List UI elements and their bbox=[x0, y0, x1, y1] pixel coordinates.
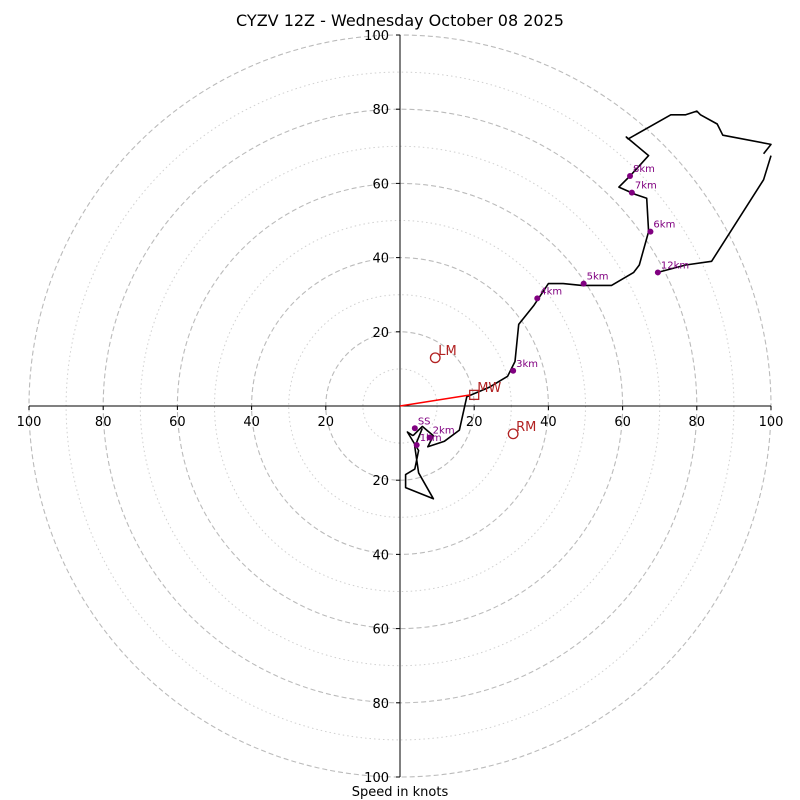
x-tick-label: 80 bbox=[95, 415, 112, 430]
y-tick-label: 80 bbox=[372, 103, 389, 118]
storm-motion-label: MW bbox=[477, 381, 501, 396]
storm-motion-markers: LM RM MW bbox=[429, 344, 536, 440]
shear-vector-line bbox=[399, 394, 471, 407]
height-marker-dot bbox=[426, 434, 433, 441]
wind-traces bbox=[404, 110, 772, 500]
height-marker-label: 12km bbox=[661, 260, 689, 271]
y-tick-label: 60 bbox=[372, 177, 389, 192]
height-marker-label: 3km bbox=[516, 359, 538, 370]
y-tick-label: 20 bbox=[372, 326, 389, 341]
height-marker-dot bbox=[627, 172, 634, 179]
storm-motion-marker bbox=[507, 428, 519, 440]
y-tick-label: 40 bbox=[372, 252, 389, 267]
shear-vector bbox=[399, 394, 471, 407]
height-marker-dot bbox=[413, 441, 420, 448]
x-tick-label: 100 bbox=[17, 415, 42, 430]
height-marker-dot bbox=[411, 425, 418, 432]
x-tick-label: 40 bbox=[540, 415, 557, 430]
hodograph-trace-upper bbox=[412, 110, 772, 448]
x-tick-label: 20 bbox=[318, 415, 335, 430]
height-marker-dot bbox=[534, 295, 541, 302]
storm-motion-label: RM bbox=[516, 420, 536, 435]
height-marker-dot bbox=[647, 228, 654, 235]
x-tick-label: 80 bbox=[689, 415, 706, 430]
height-marker-label: 4km bbox=[540, 286, 562, 297]
height-marker-label: 2km bbox=[433, 426, 455, 437]
x-tick-label: 40 bbox=[243, 415, 260, 430]
height-marker-dot bbox=[580, 280, 587, 287]
height-marker-label: 8km bbox=[633, 164, 655, 175]
chart-title: CYZV 12Z - Wednesday October 08 2025 bbox=[236, 11, 564, 30]
x-tick-label: 20 bbox=[466, 415, 483, 430]
y-tick-label: 80 bbox=[372, 697, 389, 712]
tick-labels: 100 80 60 40 20 20 40 60 80 100 100 80 60 40 20 20 40 60 8… bbox=[17, 29, 784, 786]
height-markers: SS1km2km3km4km5km6km7km8km12km bbox=[411, 164, 689, 448]
x-tick-label: 60 bbox=[614, 415, 631, 430]
x-tick-label: 60 bbox=[169, 415, 186, 430]
y-tick-label: 100 bbox=[364, 771, 389, 786]
height-marker-dot bbox=[510, 367, 517, 374]
height-marker-label: 5km bbox=[587, 272, 609, 283]
x-tick-label: 100 bbox=[759, 415, 784, 430]
y-tick-label: 100 bbox=[364, 29, 389, 44]
x-axis-label: Speed in knots bbox=[352, 785, 449, 800]
y-tick-label: 60 bbox=[372, 623, 389, 638]
hodograph-trace-low bbox=[404, 427, 435, 500]
storm-motion-marker bbox=[429, 352, 441, 364]
height-marker-dot bbox=[628, 189, 635, 196]
height-marker-dot bbox=[654, 269, 661, 276]
height-marker-label: 6km bbox=[653, 220, 675, 231]
mean-wind-marker bbox=[469, 389, 480, 401]
y-tick-label: 20 bbox=[372, 474, 389, 489]
height-marker-label: SS bbox=[418, 416, 431, 427]
height-marker-label: 7km bbox=[635, 181, 657, 192]
hodograph-trace-return bbox=[657, 155, 772, 274]
storm-motion-label: LM bbox=[438, 344, 456, 359]
y-tick-label: 40 bbox=[372, 548, 389, 563]
